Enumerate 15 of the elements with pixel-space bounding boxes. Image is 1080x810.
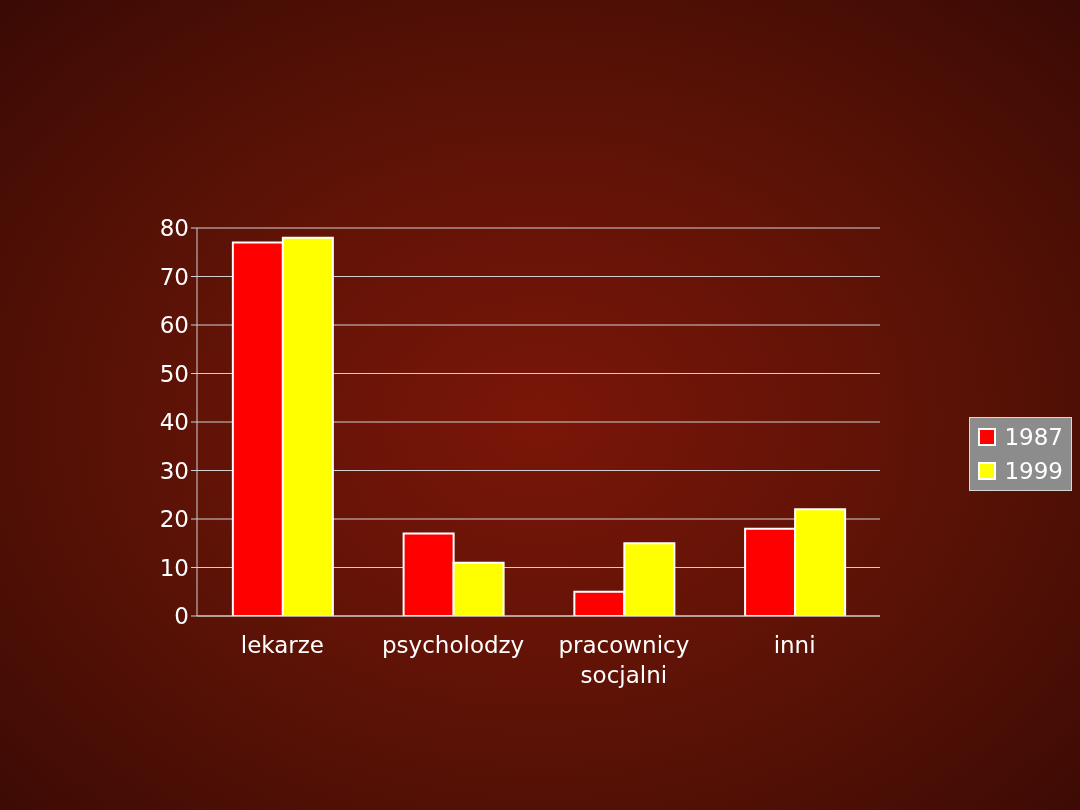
y-tick-label: 60 — [159, 312, 189, 339]
y-tick-label: 20 — [159, 506, 189, 533]
y-tick-label: 80 — [159, 215, 189, 242]
y-tick-label: 0 — [174, 603, 189, 630]
legend-label: 1999 — [1004, 457, 1063, 485]
y-tick-label: 50 — [159, 360, 189, 387]
y-tick-label: 30 — [159, 457, 189, 484]
y-tick-label: 10 — [159, 554, 189, 581]
x-tick-label: inni — [773, 631, 816, 658]
y-tick-label: 40 — [159, 409, 189, 436]
x-tick-label: psycholodzy — [382, 631, 525, 658]
y-tick-label: 70 — [159, 263, 189, 290]
x-tick-label: lekarze — [240, 631, 324, 658]
x-tick-label: pracownicy socjalni — [558, 631, 690, 688]
legend-label: 1987 — [1004, 423, 1063, 451]
